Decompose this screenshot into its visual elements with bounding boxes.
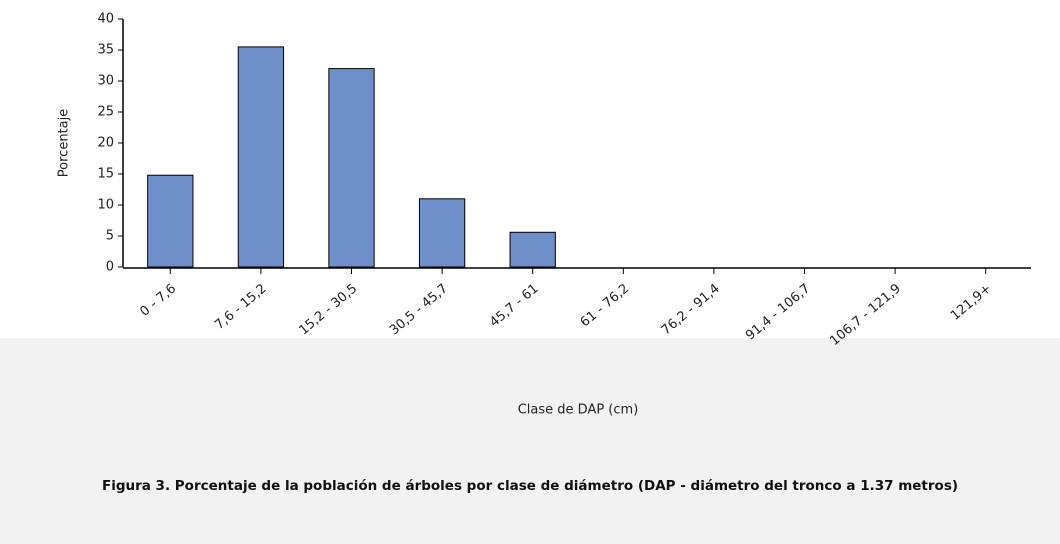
bar <box>418 198 466 268</box>
x-tick-label: 61 - 76,2 <box>578 281 632 330</box>
x-tick-label: 0 - 7,6 <box>137 281 179 319</box>
y-tick-label: 30 <box>97 74 114 89</box>
x-tick-label: 45,7 - 61 <box>487 281 541 330</box>
y-tick-label: 15 <box>97 167 114 182</box>
background-band <box>0 338 1060 544</box>
y-tick-label: 10 <box>97 198 114 213</box>
x-tick-label: 15,2 - 30,5 <box>296 281 360 338</box>
x-tick-label: 30,5 - 45,7 <box>387 281 451 338</box>
bar <box>147 174 194 268</box>
x-tick-label: 7,6 - 15,2 <box>212 281 270 333</box>
y-axis-label: Porcentaje <box>57 109 72 177</box>
x-tick-label: 91,4 - 106,7 <box>743 281 813 343</box>
y-tick-label: 0 <box>106 260 114 275</box>
y-tick-label: 35 <box>97 43 114 58</box>
x-axis-label: Clase de DAP (cm) <box>518 403 639 418</box>
x-tick-label: 76,2 - 91,4 <box>659 281 723 338</box>
x-tick-label: 106,7 - 121,9 <box>827 281 904 349</box>
bar <box>237 46 285 268</box>
x-tick-label: 121,9+ <box>948 281 994 323</box>
y-tick-label: 20 <box>97 136 114 151</box>
caption: Figura 3. Porcentaje de la población de … <box>101 478 959 494</box>
y-tick-label: 40 <box>97 12 114 27</box>
y-tick-label: 5 <box>106 229 114 244</box>
bar <box>328 68 375 268</box>
y-tick-label: 25 <box>97 105 114 120</box>
bar <box>509 231 556 268</box>
